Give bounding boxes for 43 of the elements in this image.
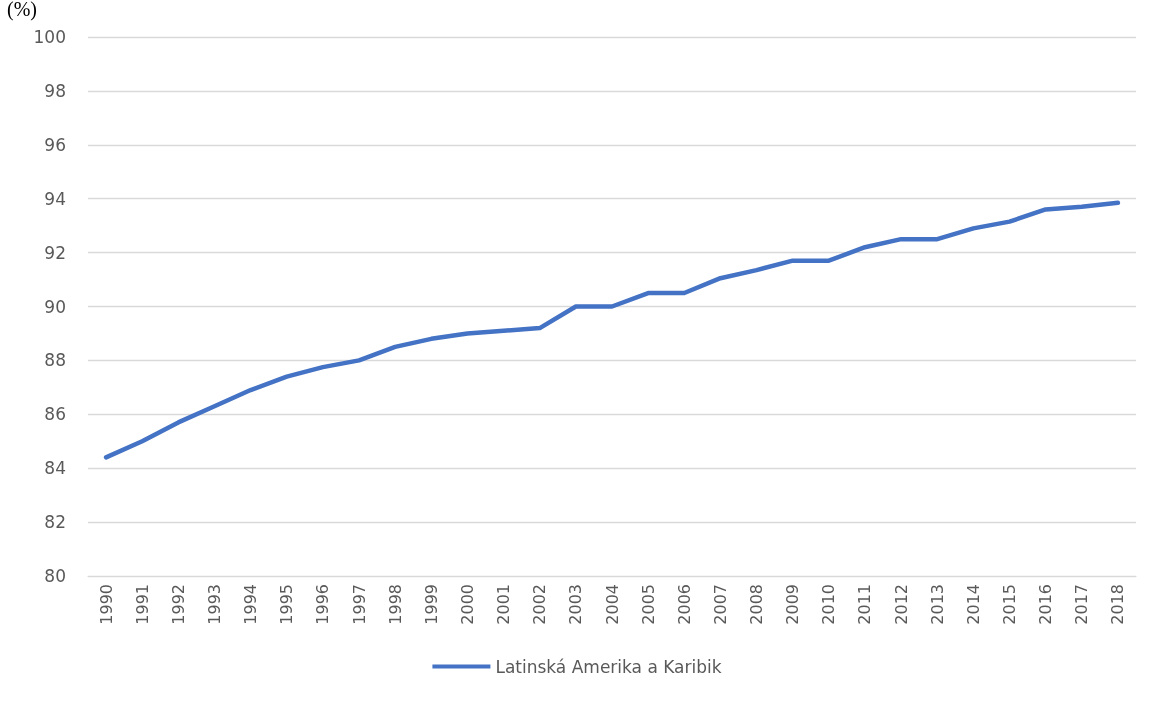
x-tick-label: 2009 <box>783 584 803 625</box>
x-tick-label: 1995 <box>277 584 297 625</box>
y-tick-label: 90 <box>44 296 66 317</box>
y-tick-label: 92 <box>44 242 66 263</box>
x-tick-label: 1998 <box>385 584 405 625</box>
y-tick-label: 94 <box>44 188 66 209</box>
x-tick-label: 2012 <box>891 584 911 625</box>
y-tick-label: 80 <box>44 566 66 586</box>
x-tick-label: 2007 <box>710 584 730 625</box>
legend-label: Latinská Amerika a Karibik <box>495 656 722 677</box>
x-tick-label: 2015 <box>1000 584 1020 625</box>
x-tick-label: 2008 <box>747 584 767 625</box>
x-tick-label: 2016 <box>1036 584 1056 625</box>
x-tick-label: 2006 <box>674 584 694 625</box>
x-tick-label: 2001 <box>494 584 514 625</box>
x-tick-label: 1994 <box>241 584 261 625</box>
x-tick-label: 1991 <box>132 584 152 625</box>
y-axis-title: (%) <box>7 0 37 21</box>
x-tick-label: 2002 <box>530 584 550 625</box>
y-tick-label: 96 <box>44 134 66 155</box>
x-tick-label: 2005 <box>638 584 658 625</box>
y-tick-label: 82 <box>44 512 66 533</box>
x-tick-label: 1999 <box>421 584 441 625</box>
x-tick-label: 1996 <box>313 584 333 625</box>
x-tick-label: 2013 <box>927 584 947 625</box>
y-tick-label: 100 <box>33 27 66 47</box>
x-tick-label: 1993 <box>204 584 224 625</box>
y-tick-label: 84 <box>44 458 66 479</box>
x-tick-label: 2011 <box>855 584 875 625</box>
x-tick-label: 2000 <box>457 584 477 625</box>
x-tick-label: 2014 <box>963 584 983 625</box>
y-tick-label: 88 <box>44 350 66 371</box>
x-tick-label: 2003 <box>566 584 586 625</box>
y-tick-label: 98 <box>44 80 66 101</box>
x-tick-label: 2018 <box>1108 584 1128 625</box>
y-tick-label: 86 <box>44 404 66 425</box>
x-tick-label: 1990 <box>96 584 116 625</box>
x-tick-label: 2004 <box>602 584 622 625</box>
x-tick-label: 2017 <box>1072 584 1092 625</box>
line-series <box>103 200 1121 460</box>
x-tick-label: 1997 <box>349 584 369 625</box>
x-tick-label: 1992 <box>168 584 188 625</box>
x-tick-label: 2010 <box>819 584 839 625</box>
